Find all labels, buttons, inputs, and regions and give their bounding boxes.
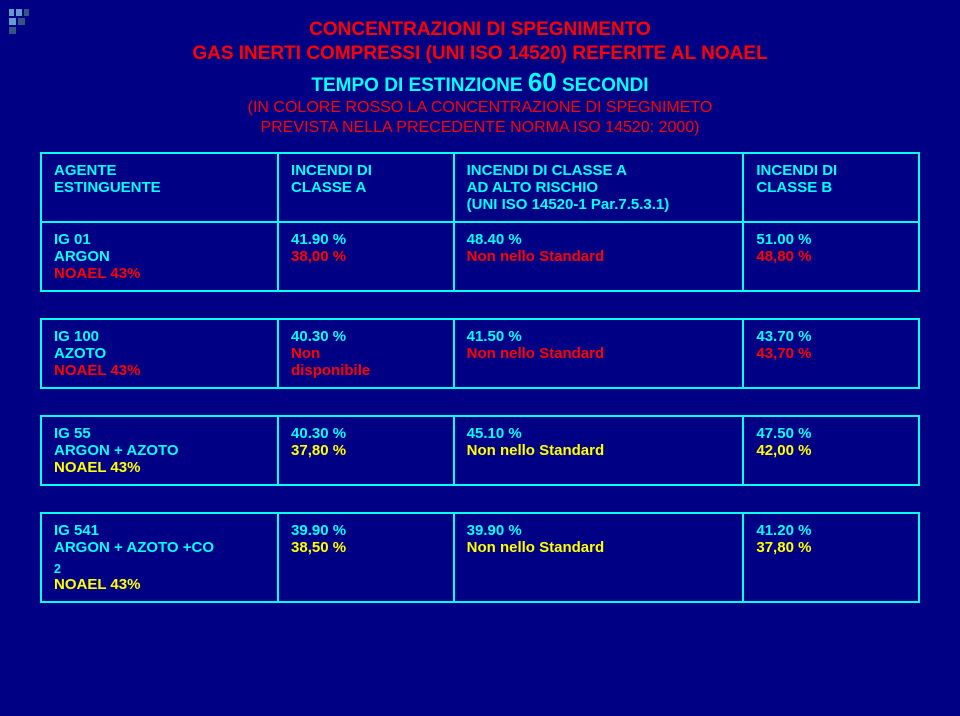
cell-agent: IG 01 ARGON NOAEL 43% xyxy=(41,222,278,291)
table-block-1: AGENTE ESTINGUENTE INCENDI DI CLASSE A I… xyxy=(40,152,920,292)
val-b1: 47.50 % xyxy=(756,425,906,442)
header-class-b-l1: INCENDI DI xyxy=(756,162,906,179)
agent-name: AZOTO xyxy=(54,345,265,362)
val-ar1: 41.50 % xyxy=(467,328,731,345)
cell-class-b: 47.50 % 42,00 % xyxy=(743,416,919,485)
cell-class-b: 51.00 % 48,80 % xyxy=(743,222,919,291)
val-a1: 39.90 % xyxy=(291,522,441,539)
note-line-2: PREVISTA NELLA PRECEDENTE NORMA ISO 1452… xyxy=(40,118,920,138)
val-b1: 41.20 % xyxy=(756,522,906,539)
title-line-1: CONCENTRAZIONI DI SPEGNIMENTO xyxy=(40,18,920,42)
cell-class-ar: 41.50 % Non nello Standard xyxy=(454,319,744,388)
header-class-ar-l3: (UNI ISO 14520-1 Par.7.5.3.1) xyxy=(467,196,731,213)
header-class-a-l1: INCENDI DI xyxy=(291,162,441,179)
agent-name: ARGON + AZOTO +CO 2 xyxy=(54,539,265,576)
subtitle-part-b: 60 xyxy=(528,67,557,97)
val-a3: disponibile xyxy=(291,362,441,379)
cell-class-b: 41.20 % 37,80 % xyxy=(743,513,919,602)
cell-class-ar: 48.40 % Non nello Standard xyxy=(454,222,744,291)
val-b1: 43.70 % xyxy=(756,328,906,345)
val-b2: 42,00 % xyxy=(756,442,906,459)
subtitle-part-a: TEMPO DI ESTINZIONE xyxy=(311,75,527,96)
header-class-b: INCENDI DI CLASSE B xyxy=(743,153,919,222)
agent-name-sub: 2 xyxy=(54,562,61,576)
agent-code: IG 01 xyxy=(54,231,265,248)
cell-class-a: 40.30 % Non disponibile xyxy=(278,319,454,388)
header-agent: AGENTE ESTINGUENTE xyxy=(41,153,278,222)
title-line-2: GAS INERTI COMPRESSI (UNI ISO 14520) REF… xyxy=(40,42,920,66)
val-ar1: 48.40 % xyxy=(467,231,731,248)
val-a2: Non xyxy=(291,345,441,362)
cell-class-a: 39.90 % 38,50 % xyxy=(278,513,454,602)
cell-class-ar: 45.10 % Non nello Standard xyxy=(454,416,744,485)
agent-name: ARGON xyxy=(54,248,265,265)
table-row: IG 541 ARGON + AZOTO +CO 2 NOAEL 43% 39.9… xyxy=(41,513,919,602)
table-row: IG 01 ARGON NOAEL 43% 41.90 % 38,00 % 48… xyxy=(41,222,919,291)
val-b2: 48,80 % xyxy=(756,248,906,265)
note-line-1: (IN COLORE ROSSO LA CONCENTRAZIONE DI SP… xyxy=(40,98,920,118)
val-a1: 40.30 % xyxy=(291,425,441,442)
agent-noael: NOAEL 43% xyxy=(54,265,265,282)
agent-code: IG 541 xyxy=(54,522,265,539)
header-agent-l1: AGENTE xyxy=(54,162,265,179)
header-class-ar-l2: AD ALTO RISCHIO xyxy=(467,179,731,196)
val-b2: 37,80 % xyxy=(756,539,906,556)
agent-noael: NOAEL 43% xyxy=(54,576,265,593)
subtitle-line: TEMPO DI ESTINZIONE 60 SECONDI xyxy=(40,66,920,99)
title-block: CONCENTRAZIONI DI SPEGNIMENTO GAS INERTI… xyxy=(40,18,920,138)
val-a2: 38,00 % xyxy=(291,248,441,265)
agent-name: ARGON + AZOTO xyxy=(54,442,265,459)
agent-name-text: ARGON + AZOTO +CO xyxy=(54,539,265,556)
cell-agent: IG 55 ARGON + AZOTO NOAEL 43% xyxy=(41,416,278,485)
val-a2: 38,50 % xyxy=(291,539,441,556)
table-block-4: IG 541 ARGON + AZOTO +CO 2 NOAEL 43% 39.9… xyxy=(40,512,920,603)
val-a1: 41.90 % xyxy=(291,231,441,248)
agent-noael: NOAEL 43% xyxy=(54,459,265,476)
val-ar2: Non nello Standard xyxy=(467,442,731,459)
header-class-ar-l1: INCENDI DI CLASSE A xyxy=(467,162,731,179)
agent-noael: NOAEL 43% xyxy=(54,362,265,379)
val-ar1: 45.10 % xyxy=(467,425,731,442)
header-class-a: INCENDI DI CLASSE A xyxy=(278,153,454,222)
val-ar2: Non nello Standard xyxy=(467,345,731,362)
val-a2: 37,80 % xyxy=(291,442,441,459)
header-agent-l2: ESTINGUENTE xyxy=(54,179,265,196)
val-ar2: Non nello Standard xyxy=(467,248,731,265)
cell-class-ar: 39.90 % Non nello Standard xyxy=(454,513,744,602)
val-a1: 40.30 % xyxy=(291,328,441,345)
val-b2: 43,70 % xyxy=(756,345,906,362)
cell-class-b: 43.70 % 43,70 % xyxy=(743,319,919,388)
cell-agent: IG 100 AZOTO NOAEL 43% xyxy=(41,319,278,388)
table-block-3: IG 55 ARGON + AZOTO NOAEL 43% 40.30 % 37… xyxy=(40,415,920,486)
subtitle-part-c: SECONDI xyxy=(557,75,649,96)
cell-class-a: 40.30 % 37,80 % xyxy=(278,416,454,485)
agent-code: IG 55 xyxy=(54,425,265,442)
header-class-a-l2: CLASSE A xyxy=(291,179,441,196)
cell-class-a: 41.90 % 38,00 % xyxy=(278,222,454,291)
corner-decoration xyxy=(8,8,30,35)
table-block-2: IG 100 AZOTO NOAEL 43% 40.30 % Non dispo… xyxy=(40,318,920,389)
val-b1: 51.00 % xyxy=(756,231,906,248)
agent-code: IG 100 xyxy=(54,328,265,345)
header-class-a-risk: INCENDI DI CLASSE A AD ALTO RISCHIO (UNI… xyxy=(454,153,744,222)
header-class-b-l2: CLASSE B xyxy=(756,179,906,196)
val-ar1: 39.90 % xyxy=(467,522,731,539)
table-row: IG 100 AZOTO NOAEL 43% 40.30 % Non dispo… xyxy=(41,319,919,388)
cell-agent: IG 541 ARGON + AZOTO +CO 2 NOAEL 43% xyxy=(41,513,278,602)
table-row: IG 55 ARGON + AZOTO NOAEL 43% 40.30 % 37… xyxy=(41,416,919,485)
val-ar2: Non nello Standard xyxy=(467,539,731,556)
